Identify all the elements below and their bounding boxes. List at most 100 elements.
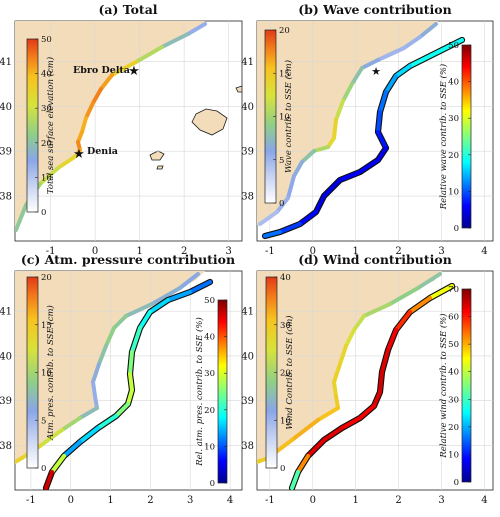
coastal-track-segment xyxy=(334,99,345,122)
colorbar-tick-label: 0 xyxy=(41,208,46,218)
x-tick-label: 2 xyxy=(147,495,153,506)
coastal-track-segment xyxy=(306,438,326,458)
x-tick-label: 3 xyxy=(225,246,231,257)
colorbar-tick-label: 30 xyxy=(41,104,52,114)
coastal-track-segment xyxy=(130,326,142,354)
coastal-track-segment xyxy=(312,145,330,153)
x-tick-label: -1 xyxy=(26,495,36,506)
coastal-track-segment xyxy=(394,64,412,78)
panel-c-title: (c) Atm. pressure contribution xyxy=(21,252,235,267)
coastal-track-segment xyxy=(97,344,108,366)
colorbar-tick-label: 0 xyxy=(210,479,215,489)
coastal-track-segment xyxy=(258,210,279,226)
colorbar-label: Atm. pres. contrib. to SSE (cm) xyxy=(45,305,56,441)
x-tick-label: 2 xyxy=(395,246,401,257)
panel-a-title: (a) Total xyxy=(98,2,157,17)
coastal-track-segment xyxy=(286,174,296,200)
colorbar-label: Wind Contrib. to SSE (cm) xyxy=(284,315,295,429)
coastal-track-segment xyxy=(436,38,464,54)
coastal-track-segment xyxy=(124,302,154,318)
y-tick-label: 39 xyxy=(0,147,12,158)
coastal-track-segment xyxy=(15,456,24,464)
coastal-track-segment xyxy=(372,390,382,408)
coastal-track-segment xyxy=(44,470,54,490)
label-denia: Denia xyxy=(87,146,118,157)
colorbar-tick-label: 20 xyxy=(204,406,215,416)
panel-d-title: (d) Wind contribution xyxy=(298,252,452,267)
coastal-track-segment xyxy=(358,158,380,174)
colorbar-tick-label: 20 xyxy=(41,273,52,283)
coastal-track-segment xyxy=(358,404,376,420)
colorbar-tick-label: 20 xyxy=(279,26,290,36)
coastal-track-segment xyxy=(322,426,344,442)
colorbar-tick-label: 30 xyxy=(448,395,459,405)
coastal-track-segment xyxy=(110,60,138,77)
x-tick-label: 0 xyxy=(310,495,316,506)
colorbar-label: Total sea surface elevation (cm) xyxy=(45,57,56,194)
x-tick-label: 3 xyxy=(187,495,193,506)
colorbar-tick-label: 70 xyxy=(448,285,459,295)
colorbar-label: Wave contrib. to SSE (cm) xyxy=(283,60,294,173)
colorbar-tick-label: 40 xyxy=(448,368,459,378)
coastal-track-segment xyxy=(394,310,412,332)
coastal-track-segment xyxy=(380,348,390,374)
colorbar-tick-label: 5 xyxy=(279,156,284,166)
colorbar-tick-label: 10 xyxy=(204,442,215,452)
coastal-track-segment xyxy=(332,362,342,384)
coastal-track-segment xyxy=(134,45,164,64)
coastal-track-segment xyxy=(60,416,82,432)
coastal-track-segment xyxy=(290,418,320,442)
colorbar-label: Relative wave contrib. to SSE (%) xyxy=(438,64,449,211)
x-tick-label: 2 xyxy=(181,246,187,257)
land-mainland xyxy=(15,271,205,462)
x-tick-label: 1 xyxy=(107,495,113,506)
colorbar-tick-label: 10 xyxy=(280,416,291,426)
x-tick-label: 2 xyxy=(395,495,401,506)
star-ebro: ★ xyxy=(371,65,381,78)
coastal-track-segment xyxy=(378,370,384,394)
coastal-track-segment xyxy=(148,298,170,314)
coastal-track-segment xyxy=(352,314,366,332)
coastal-track-segment xyxy=(38,428,64,448)
x-tick-label: 4 xyxy=(481,495,487,506)
x-tick-label: 1 xyxy=(136,246,142,257)
colorbar xyxy=(461,288,472,483)
coastal-track-segment xyxy=(362,302,392,318)
y-tick-label: 39 xyxy=(0,396,12,407)
coastal-track-segment xyxy=(300,149,316,164)
coastal-track-segment xyxy=(386,328,398,352)
colorbar-tick-label: 40 xyxy=(448,78,459,88)
coastal-track-segment xyxy=(341,82,354,103)
colorbar-tick-label: 30 xyxy=(204,369,215,379)
colorbar-tick-label: 40 xyxy=(280,273,291,283)
land-mainland xyxy=(15,21,205,229)
coastal-track-segment xyxy=(332,118,338,140)
coastal-track-segment xyxy=(114,402,130,418)
coastal-track-segment xyxy=(99,73,114,91)
x-tick-label: 1 xyxy=(353,246,359,257)
coastal-track-segment xyxy=(91,362,101,384)
y-tick-label: 40 xyxy=(0,351,12,362)
colorbar-tick-label: 10 xyxy=(41,369,52,379)
coastal-track-segment xyxy=(275,196,290,214)
coastal-track-segment xyxy=(126,388,134,406)
coastal-track-segment xyxy=(402,35,422,50)
x-tick-label: 1 xyxy=(353,495,359,506)
x-tick-label: 3 xyxy=(438,495,444,506)
colorbar-tick-label: 15 xyxy=(41,321,52,331)
y-tick-label: 41 xyxy=(0,57,12,68)
coastal-track-segment xyxy=(338,344,348,366)
coastal-track-segment xyxy=(384,74,398,94)
colorbar-tick-label: 50 xyxy=(41,35,52,45)
panel-b-title: (b) Wave contribution xyxy=(298,2,451,17)
land-formentera xyxy=(156,165,164,170)
y-tick-label: 41 xyxy=(0,307,12,318)
coastal-track-segment xyxy=(298,210,318,226)
coastal-track-segment xyxy=(322,178,342,198)
coastal-track-segment xyxy=(334,394,340,410)
coastal-track-segment xyxy=(278,222,302,234)
